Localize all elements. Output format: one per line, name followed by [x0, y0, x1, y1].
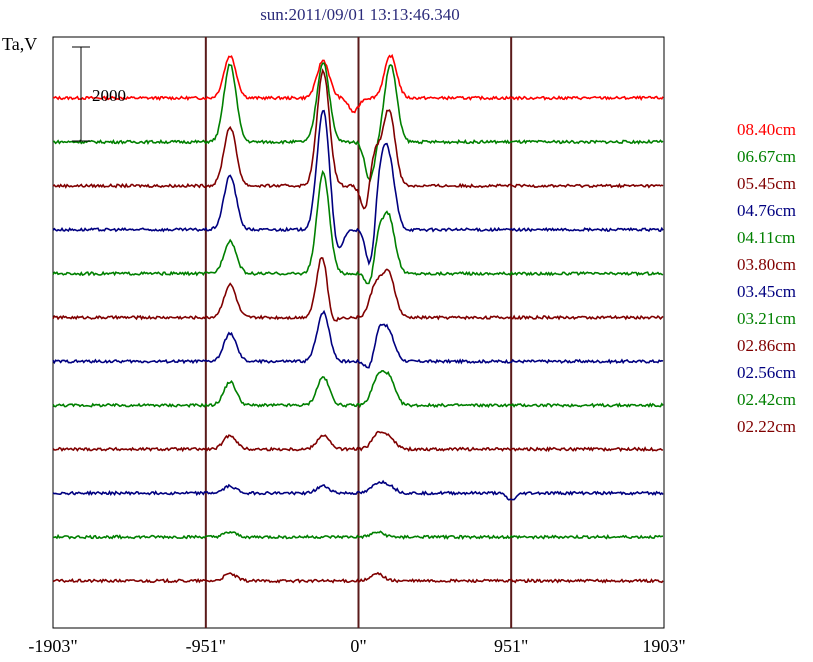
- legend: 08.40cm 06.67cm 05.45cm 04.76cm 04.11cm 03.80…: [737, 120, 796, 436]
- trace-03.45cm: [52, 309, 664, 369]
- traces: [52, 53, 664, 584]
- y-axis-label: Ta,V: [2, 34, 37, 54]
- x-tick-label-2: 0": [350, 636, 366, 656]
- scale-bar-label: 2000: [92, 86, 126, 105]
- trace-03.80cm: [52, 257, 664, 322]
- legend-entry-7: 03.21cm: [737, 309, 796, 328]
- x-tick-label-3: 951": [494, 636, 528, 656]
- trace-08.40cm: [52, 53, 664, 114]
- trace-02.86cm: [52, 430, 664, 453]
- scale-bar: 2000: [72, 46, 126, 142]
- trace-04.11cm: [52, 169, 664, 285]
- legend-entry-2: 05.45cm: [737, 174, 796, 193]
- legend-entry-0: 08.40cm: [737, 120, 796, 139]
- legend-entry-5: 03.80cm: [737, 255, 796, 274]
- trace-02.22cm: [52, 571, 664, 584]
- trace-04.76cm: [52, 109, 664, 266]
- x-tick-label-4: 1903": [642, 636, 685, 656]
- vertical-reference-lines: [204, 37, 513, 628]
- trace-02.42cm: [53, 530, 664, 541]
- legend-entry-11: 02.22cm: [737, 417, 796, 436]
- x-tick-label-0: -1903": [28, 636, 77, 656]
- legend-entry-6: 03.45cm: [737, 282, 796, 301]
- legend-entry-1: 06.67cm: [737, 147, 796, 166]
- legend-entry-10: 02.42cm: [737, 390, 796, 409]
- legend-entry-9: 02.56cm: [737, 363, 796, 382]
- trace-06.67cm: [52, 62, 664, 183]
- legend-entry-3: 04.76cm: [737, 201, 796, 220]
- x-tick-label-1: -951": [186, 636, 226, 656]
- trace-03.21cm: [52, 369, 664, 409]
- legend-entry-4: 04.11cm: [737, 228, 795, 247]
- chart-title: sun:2011/09/01 13:13:46.340: [260, 5, 460, 24]
- legend-entry-8: 02.86cm: [737, 336, 796, 355]
- trace-02.56cm: [52, 479, 664, 501]
- x-tick-labels: -1903" -951" 0" 951" 1903": [28, 636, 685, 656]
- trace-05.45cm: [52, 68, 664, 210]
